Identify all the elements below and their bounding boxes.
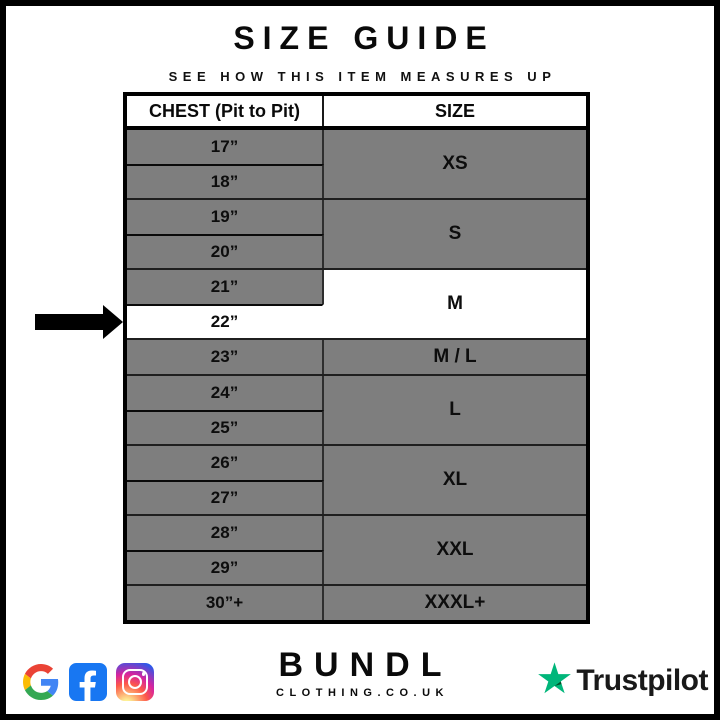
chest-cell: 20” — [127, 234, 324, 268]
size-cell: XXXL+ — [324, 586, 586, 620]
instagram-camera-flash-dot — [141, 672, 145, 676]
size-group-row: 17” 18” XS — [127, 130, 586, 198]
pointer-arrow-icon — [35, 305, 123, 339]
size-cell: M — [324, 270, 586, 338]
chest-cell: 30”+ — [127, 586, 324, 620]
size-cell: XL — [324, 446, 586, 514]
size-group-row: 24” 25” L — [127, 374, 586, 444]
google-icon[interactable] — [22, 663, 60, 701]
size-cell: XXL — [324, 516, 586, 584]
chest-cell: 17” — [127, 130, 324, 164]
chest-column: 23” — [127, 340, 324, 374]
chest-cell: 21” — [127, 270, 324, 304]
size-cell: S — [324, 200, 586, 268]
chest-cell: 18” — [127, 164, 324, 198]
chest-cell: 28” — [127, 516, 324, 550]
size-cell: XS — [324, 130, 586, 198]
instagram-icon[interactable] — [116, 663, 154, 701]
size-table-body: 17” 18” XS 19” 20” S 21” 22” M 23” M / L 24” 25” L 26”… — [103, 130, 586, 620]
brand-name: BUNDL — [278, 646, 453, 684]
chest-column: 17” 18” — [127, 130, 324, 198]
size-column-header: SIZE — [434, 100, 475, 121]
chest-cell: 26” — [127, 446, 324, 480]
social-icons — [22, 663, 154, 701]
size-group-row: 21” 22” M — [103, 268, 586, 339]
instagram-camera-frame — [122, 669, 148, 695]
chest-column: 21” 22” — [103, 270, 324, 339]
page-title: SIZE GUIDE — [233, 20, 495, 56]
trustpilot-star-icon — [538, 662, 572, 699]
chest-column-header: CHEST (Pit to Pit) — [127, 96, 324, 126]
chest-column: 26” 27” — [127, 446, 324, 514]
trustpilot-logo[interactable]: Trustpilot — [538, 662, 708, 699]
instagram-camera-lens — [128, 675, 142, 689]
brand-logo: BUNDL CLOTHING.CO.UK — [268, 646, 453, 699]
size-group-row: 19” 20” S — [127, 198, 586, 268]
chest-column: 24” 25” — [127, 376, 324, 444]
page-subtitle: SEE HOW THIS ITEM MEASURES UP — [168, 69, 557, 84]
chest-column: 30”+ — [127, 586, 324, 620]
chest-cell: 22” — [103, 304, 324, 339]
size-group-row: 28” 29” XXL — [127, 514, 586, 584]
table-header-row: CHEST (Pit to Pit) SIZE — [127, 96, 586, 130]
chest-cell: 29” — [127, 550, 324, 584]
size-group-row: 30”+ XXXL+ — [127, 584, 586, 620]
facebook-icon[interactable] — [69, 663, 107, 701]
size-group-row: 26” 27” XL — [127, 444, 586, 514]
chest-column: 28” 29” — [127, 516, 324, 584]
chest-cell: 24” — [127, 376, 324, 410]
trustpilot-label: Trustpilot — [576, 663, 708, 697]
chest-cell: 23” — [127, 340, 324, 374]
size-cell: L — [324, 376, 586, 444]
size-cell: M / L — [324, 340, 586, 374]
chest-cell: 19” — [127, 200, 324, 234]
size-guide-table: CHEST (Pit to Pit) SIZE 17” 18” XS 19” 20” S 2… — [103, 92, 590, 624]
chest-column: 19” 20” — [127, 200, 324, 268]
brand-domain: CLOTHING.CO.UK — [276, 686, 449, 699]
chest-cell: 27” — [127, 480, 324, 514]
chest-cell: 25” — [127, 410, 324, 444]
size-group-row: 23” M / L — [127, 338, 586, 374]
